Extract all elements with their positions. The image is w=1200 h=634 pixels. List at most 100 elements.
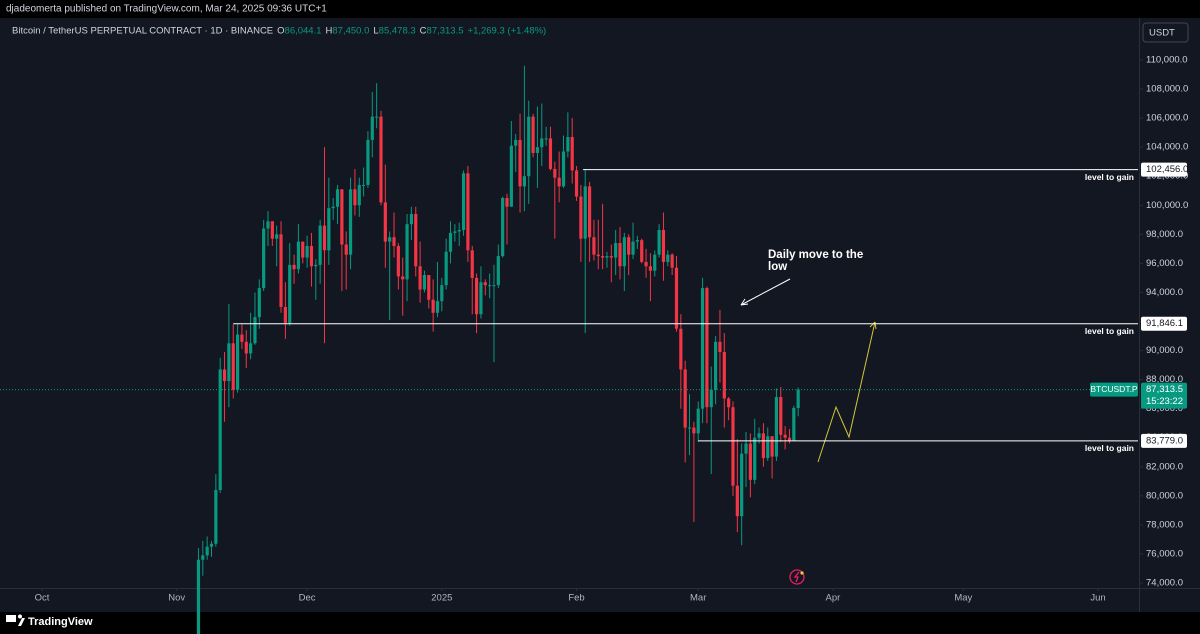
x-tick-label: Dec — [299, 593, 316, 604]
candle-body — [266, 221, 270, 229]
candle-body — [761, 433, 766, 459]
level-price-label: 91,846.1 — [1146, 318, 1183, 329]
last-price-box — [1141, 382, 1187, 409]
candle-body — [309, 245, 314, 267]
logo-mark — [18, 618, 25, 626]
candle-body — [796, 389, 800, 409]
annotation-arrow — [740, 278, 791, 306]
candle-body — [540, 138, 544, 148]
candle-body — [483, 282, 487, 286]
event-icon-bolt[interactable] — [793, 571, 800, 583]
candle-body — [601, 256, 605, 258]
candle-body — [470, 250, 474, 278]
candle-body — [705, 288, 709, 408]
candle-body — [231, 343, 235, 390]
candle-body — [466, 173, 470, 251]
y-tick-label: 108,000.0 — [1146, 84, 1188, 95]
candle-body — [327, 208, 331, 251]
candle-body — [435, 301, 440, 313]
currency-label[interactable]: USDT — [1149, 28, 1175, 39]
candle-body — [496, 256, 500, 286]
candle-body — [670, 254, 674, 268]
symbol-legend: Bitcoin / TetherUS PERPETUAL CONTRACT · … — [12, 26, 546, 37]
ohlc-key: H — [326, 26, 333, 37]
candle-body — [622, 237, 626, 267]
projection-path — [817, 321, 876, 463]
candle-body — [196, 559, 201, 634]
y-tick-label: 106,000.0 — [1146, 113, 1188, 124]
candle-body — [392, 237, 396, 246]
candle-body — [253, 317, 257, 344]
candle-body — [292, 264, 296, 270]
logo-mark — [18, 614, 22, 619]
candle-body — [218, 369, 222, 491]
candle-body — [353, 189, 357, 206]
candle-body — [518, 139, 522, 187]
candle-body — [696, 408, 700, 434]
candle-body — [557, 177, 561, 187]
candle-body — [527, 116, 531, 177]
candle-body — [214, 490, 218, 544]
candle-body — [296, 241, 301, 270]
candle-body — [305, 245, 309, 258]
candle-body — [262, 228, 266, 289]
candle-body — [544, 138, 548, 140]
candle-body — [635, 240, 639, 242]
candle-body — [735, 485, 739, 517]
candle-body — [205, 546, 209, 556]
candle-body — [548, 138, 553, 169]
event-icon[interactable] — [789, 569, 805, 585]
candle-body — [531, 116, 535, 153]
candle-body — [587, 186, 592, 238]
x-tick-label: Mar — [690, 593, 706, 604]
candle-body — [335, 189, 340, 207]
candle-body — [718, 341, 722, 353]
ohlc-value: 87,450.0 — [332, 26, 369, 37]
symbol-price-box — [1090, 382, 1138, 397]
candle-body — [648, 266, 653, 271]
candle-body — [479, 282, 483, 315]
candle-body — [405, 224, 409, 280]
level-price-box — [1141, 316, 1187, 331]
candle-body — [375, 116, 379, 118]
candle-body — [288, 264, 292, 323]
level-price-label: 83,779.0 — [1146, 435, 1183, 446]
candle-body — [792, 408, 796, 441]
candle-body — [627, 237, 631, 255]
level-price-box — [1141, 433, 1187, 448]
currency-box[interactable] — [1142, 22, 1189, 43]
y-tick-label: 100,000.0 — [1146, 200, 1188, 211]
candle-body — [379, 116, 383, 203]
candle-body — [275, 234, 279, 239]
candle-body — [522, 176, 526, 187]
y-tick-label: 96,000.0 — [1146, 258, 1183, 269]
candle-body — [427, 275, 431, 300]
candle-body — [748, 443, 752, 480]
y-tick-label: 94,000.0 — [1146, 287, 1183, 298]
candle-body — [418, 266, 422, 290]
candle-body — [709, 389, 713, 408]
candle-body — [422, 275, 427, 290]
candle-body — [488, 285, 492, 287]
candle-body — [492, 285, 496, 287]
candle-body — [235, 334, 240, 390]
candle-body — [631, 241, 635, 255]
candle-body — [535, 147, 540, 153]
candle-body — [757, 433, 761, 438]
candle-body — [687, 427, 692, 429]
candle-body — [453, 231, 457, 233]
level-price-box — [1141, 162, 1187, 177]
candle-body — [766, 436, 770, 459]
x-tick-label: Oct — [35, 593, 50, 604]
candle-body — [209, 543, 214, 547]
bar-countdown: 15:23:22 — [1146, 396, 1183, 407]
ohlc-value: 85,478.3 — [379, 26, 416, 37]
candle-body — [444, 251, 448, 286]
candle-body — [574, 170, 579, 197]
x-tick-label: Apr — [826, 593, 841, 604]
candle-body — [609, 256, 613, 258]
logo-mark — [6, 615, 16, 622]
ohlc-value: 86,044.1 — [285, 26, 322, 37]
candle-body — [366, 139, 370, 185]
candle-body — [614, 243, 618, 258]
